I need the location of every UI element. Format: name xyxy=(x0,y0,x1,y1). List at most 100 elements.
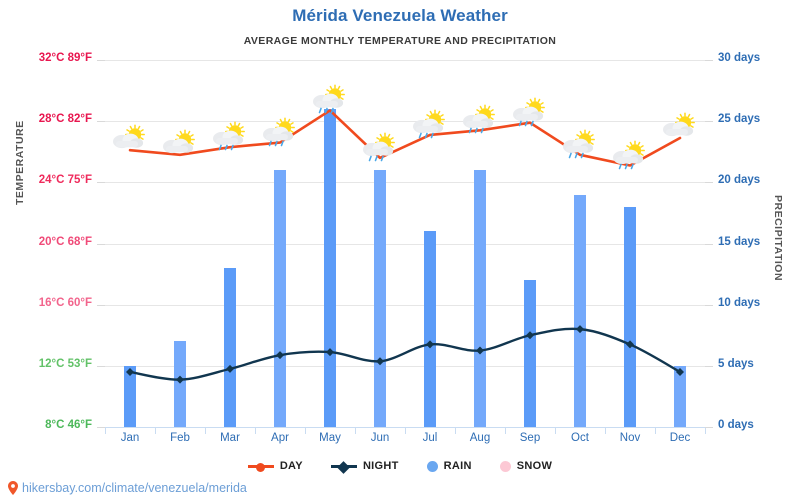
month-label-dec[interactable]: Dec xyxy=(669,432,691,444)
y-axis-tickmark xyxy=(97,60,105,61)
legend-label: DAY xyxy=(279,460,303,472)
y2-axis-tickmark xyxy=(705,365,713,367)
rain-bar[interactable] xyxy=(474,170,486,427)
rain-bar[interactable] xyxy=(374,170,386,427)
gridline xyxy=(105,365,705,367)
sun-behind-rain-cloud-icon xyxy=(258,117,302,147)
gridline xyxy=(105,182,705,184)
temperature-tick-label: 32°C 89°F xyxy=(38,52,92,64)
sun-behind-rain-cloud-icon xyxy=(608,140,652,170)
night-data-point[interactable] xyxy=(576,325,584,334)
legend-swatch-night-icon xyxy=(330,460,357,474)
rain-bar[interactable] xyxy=(574,194,586,427)
sun-behind-cloud-icon xyxy=(158,129,202,159)
night-data-point[interactable] xyxy=(176,375,184,384)
y-axis-tickmark xyxy=(97,243,105,245)
sun-behind-cloud-icon xyxy=(108,124,152,154)
x-axis-tick xyxy=(505,427,506,434)
month-label-jan[interactable]: Jan xyxy=(120,432,140,444)
y2-axis-tickmark xyxy=(705,243,713,245)
month-label-may[interactable]: May xyxy=(319,432,341,444)
rain-bar[interactable] xyxy=(224,267,236,427)
night-data-point[interactable] xyxy=(376,357,384,366)
source-url[interactable]: hikersbay.com/climate/venezuela/merida xyxy=(22,481,247,495)
gridline xyxy=(105,243,705,245)
night-data-point[interactable] xyxy=(676,367,684,376)
legend-item-rain[interactable]: RAIN xyxy=(426,460,472,472)
precipitation-tick-label: 5 days xyxy=(718,357,754,370)
gridline xyxy=(105,121,705,123)
month-label-jul[interactable]: Jul xyxy=(422,432,438,444)
legend-label: RAIN xyxy=(443,460,472,472)
temperature-tick-label: 8°C 46°F xyxy=(45,419,92,431)
temperature-lines xyxy=(126,109,684,384)
sun-behind-rain-cloud-icon xyxy=(458,104,502,134)
y-axis-tickmark xyxy=(97,427,105,428)
night-data-point[interactable] xyxy=(326,348,334,357)
temperature-tick-label: 20°C 68°F xyxy=(38,235,92,248)
month-label-oct[interactable]: Oct xyxy=(571,432,589,444)
month-label-nov[interactable]: Nov xyxy=(619,432,641,444)
rain-bar[interactable] xyxy=(274,170,286,427)
month-label-sep[interactable]: Sep xyxy=(519,432,541,444)
rain-bar[interactable] xyxy=(424,231,436,427)
night-data-point[interactable] xyxy=(276,351,284,360)
y2-axis-tickmark xyxy=(705,60,713,61)
month-label-mar[interactable]: Mar xyxy=(220,432,240,444)
x-axis-tick xyxy=(255,427,256,434)
x-axis-tick xyxy=(155,427,156,434)
rain-bar[interactable] xyxy=(324,108,336,427)
x-axis-tick xyxy=(605,427,606,434)
precipitation-tick-label: 0 days xyxy=(718,419,754,431)
night-data-point[interactable] xyxy=(626,340,634,349)
legend-item-night[interactable]: NIGHT xyxy=(330,460,399,474)
precipitation-tick-label: 15 days xyxy=(718,235,761,248)
x-axis-tick xyxy=(455,427,456,434)
night-data-point[interactable] xyxy=(476,346,484,355)
location-pin-icon xyxy=(8,481,18,495)
month-label-aug[interactable]: Aug xyxy=(469,432,491,444)
sun-behind-rain-cloud-icon xyxy=(208,121,252,151)
precipitation-tick-label: 20 days xyxy=(718,174,761,187)
x-axis-tick xyxy=(105,427,106,434)
y-axis-tickmark xyxy=(97,121,105,123)
chart-subtitle: AVERAGE MONTHLY TEMPERATURE AND PRECIPIT… xyxy=(243,35,557,47)
legend-item-day[interactable]: DAY xyxy=(247,460,303,472)
sun-behind-cloud-icon xyxy=(658,112,702,142)
month-label-jun[interactable]: Jun xyxy=(370,432,390,444)
day-temperature-line xyxy=(128,109,682,167)
temperature-tick-label: 28°C 82°F xyxy=(38,113,92,126)
rain-bar[interactable] xyxy=(674,365,686,427)
x-axis-tick xyxy=(405,427,406,434)
temperature-tick-label: 24°C 75°F xyxy=(38,174,92,187)
precipitation-tick-label: 25 days xyxy=(718,113,761,126)
y2-axis-tickmark xyxy=(705,427,713,428)
x-axis-tick xyxy=(555,427,556,434)
legend-swatch-day-icon xyxy=(247,461,274,472)
rain-bar[interactable] xyxy=(124,365,136,427)
page-title: Mérida Venezuela Weather xyxy=(292,6,508,25)
rain-bar[interactable] xyxy=(174,341,186,427)
night-temperature-line xyxy=(128,327,682,381)
legend-label: NIGHT xyxy=(362,460,399,472)
night-data-point[interactable] xyxy=(226,364,234,373)
y-axis-title-precipitation: PRECIPITATION xyxy=(772,195,784,282)
y2-axis-tickmark xyxy=(705,121,713,123)
rain-bar[interactable] xyxy=(624,206,636,427)
plot-area: Jan Feb Mar Apr May Jun Jul Aug Sep Oct Nov Dec xyxy=(105,60,706,444)
precipitation-tick-label: 10 days xyxy=(718,296,761,309)
month-label-feb[interactable]: Feb xyxy=(170,432,190,444)
night-data-point[interactable] xyxy=(526,331,534,340)
x-axis-tick xyxy=(355,427,356,434)
gridline xyxy=(105,304,705,306)
month-label-apr[interactable]: Apr xyxy=(271,432,289,444)
x-axis-tick xyxy=(205,427,206,434)
legend-swatch-snow-icon xyxy=(499,460,511,472)
night-data-point[interactable] xyxy=(426,340,434,349)
source-footer[interactable]: hikersbay.com/climate/venezuela/merida xyxy=(8,481,247,495)
legend-item-snow[interactable]: SNOW xyxy=(499,460,552,472)
x-axis-tick xyxy=(305,427,306,434)
rain-bar[interactable] xyxy=(524,280,536,427)
night-data-point[interactable] xyxy=(126,367,134,376)
